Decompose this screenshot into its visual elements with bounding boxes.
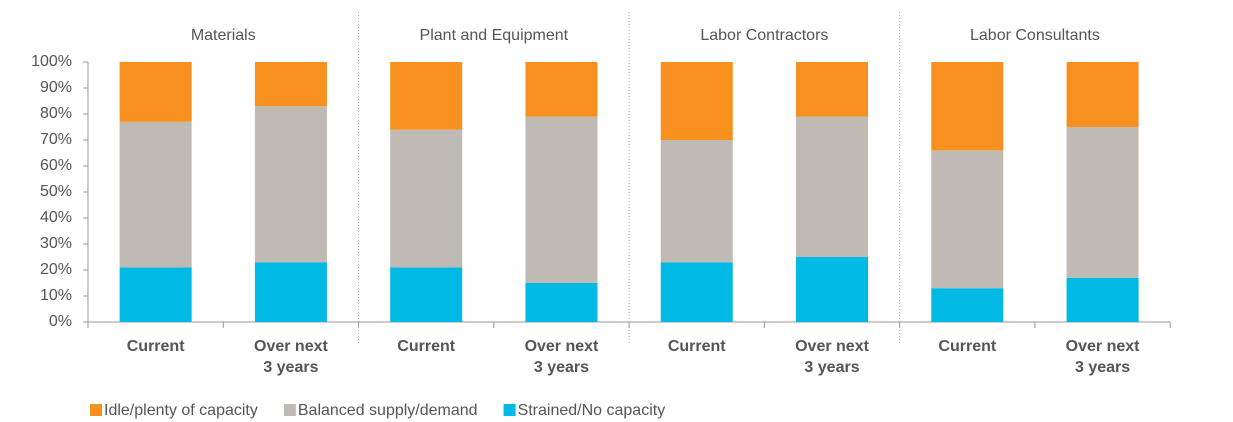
x-tick-label: Over next 3 years: [524, 338, 599, 376]
legend-swatch: [283, 404, 296, 416]
legend-label: Balanced supply/demand: [298, 402, 478, 419]
y-tick-label: 100%: [31, 53, 72, 70]
y-tick-label: 70%: [40, 131, 72, 148]
bar-segment: [1066, 127, 1139, 278]
y-tick-label: 20%: [40, 261, 72, 278]
bar-segment: [796, 116, 869, 257]
x-tick-label: Over next 3 years: [254, 338, 328, 376]
bar-segment: [660, 262, 733, 322]
bar-segment: [931, 288, 1004, 322]
bar-segment: [1066, 62, 1139, 127]
y-tick-label: 80%: [40, 105, 72, 122]
bar-segment: [390, 129, 463, 268]
y-tick-label: 30%: [40, 235, 72, 252]
bar-segment: [525, 283, 598, 322]
group-title: Materials: [191, 27, 256, 44]
bar-segment: [525, 116, 598, 283]
bar-segment: [931, 150, 1004, 289]
bar-segment: [660, 140, 733, 263]
bar-segment: [525, 62, 598, 117]
x-tick-label: Current: [126, 338, 185, 355]
bar-segment: [796, 62, 869, 117]
y-tick-label: 90%: [40, 79, 72, 96]
bar-segment: [1066, 277, 1139, 322]
y-tick-label: 40%: [40, 209, 72, 226]
bar-segment: [254, 262, 327, 322]
x-tick-label: Current: [397, 338, 456, 355]
bar-segment: [119, 121, 192, 268]
bar-segment: [254, 106, 327, 263]
legend-label: Idle/plenty of capacity: [104, 402, 258, 419]
legend-swatch: [90, 404, 102, 416]
group-title: Plant and Equipment: [420, 27, 569, 44]
legend-label: Strained/No capacity: [518, 402, 666, 419]
y-tick-label: 50%: [40, 183, 72, 200]
x-tick-label: Over next 3 years: [1065, 338, 1140, 376]
group-title: Labor Consultants: [970, 27, 1100, 44]
y-tick-label: 10%: [40, 287, 72, 304]
bar-segment: [390, 62, 463, 130]
x-tick-label: Current: [667, 338, 726, 355]
x-tick-label: Current: [938, 338, 997, 355]
legend-swatch: [503, 404, 516, 416]
bar-segment: [390, 267, 463, 322]
x-tick-label: Over next 3 years: [795, 338, 869, 376]
bar-segment: [931, 62, 1004, 151]
bar-segment: [660, 62, 733, 140]
group-title: Labor Contractors: [700, 27, 828, 44]
y-tick-label: 0%: [49, 313, 72, 330]
y-tick-label: 60%: [40, 157, 72, 174]
bar-segment: [119, 62, 192, 122]
bar-segment: [119, 267, 192, 322]
bar-segment: [796, 257, 869, 322]
bar-segment: [254, 62, 327, 107]
